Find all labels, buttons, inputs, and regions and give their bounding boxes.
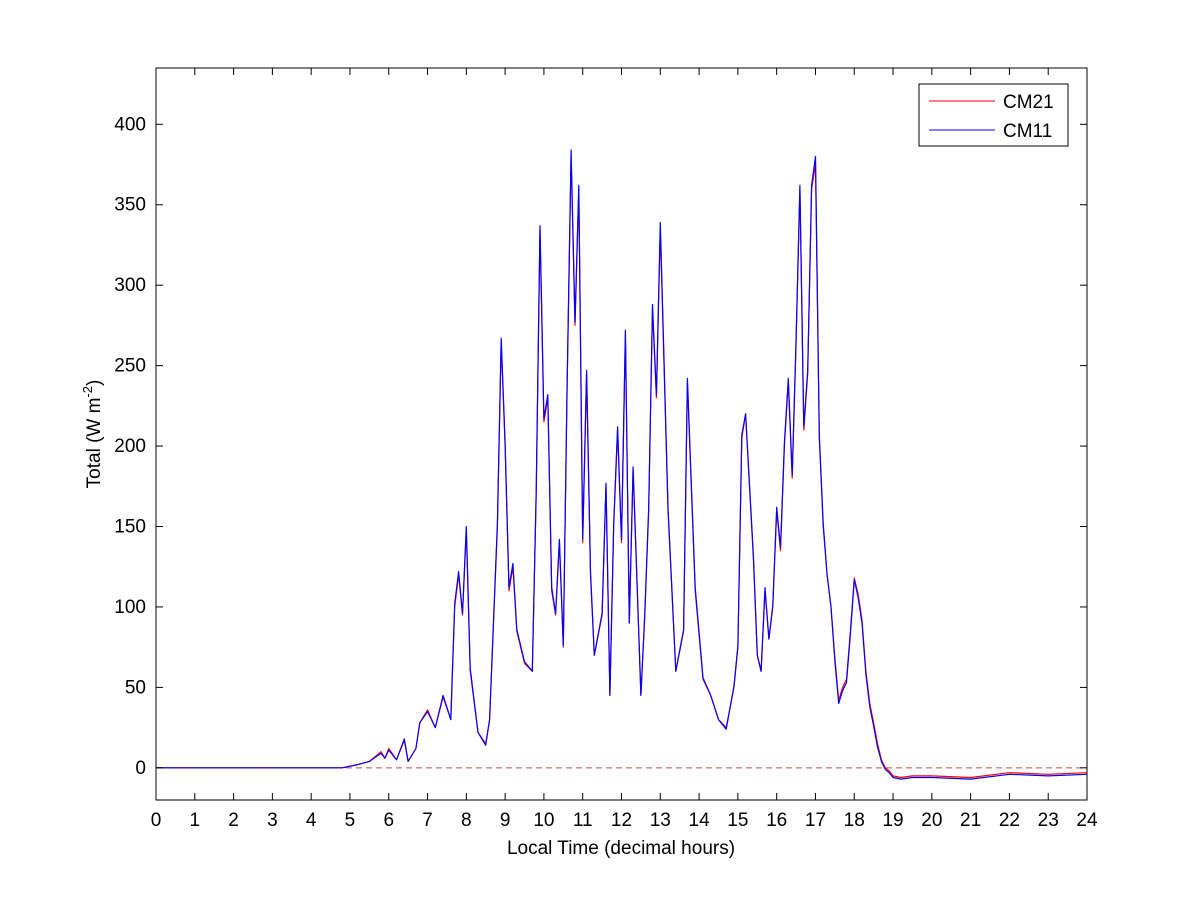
x-tick-label: 24 [1076,810,1098,831]
y-tick-label: 0 [135,758,146,779]
x-axis: 0 1 2 3 4 5 6 7 8 9 10 11 12 13 14 15 16 17 18 19 20 21 22 23 24 [151,68,1098,831]
x-tick-label: 19 [882,810,903,831]
y-axis-label: Total (W m-2) [80,380,105,489]
x-tick-label: 12 [611,810,632,831]
y-tick-label: 300 [114,275,146,296]
x-tick-label: 11 [573,810,593,831]
x-tick-label: 6 [383,810,394,831]
x-tick-label: 13 [650,810,671,831]
x-tick-label: 8 [461,810,472,831]
series-line-cm11 [156,149,1088,780]
y-tick-label: 350 [114,195,146,216]
x-axis-label: Local Time (decimal hours) [507,838,735,859]
x-tick-label: 17 [805,810,826,831]
x-tick-label: 23 [1038,810,1059,831]
x-tick-label: 18 [844,810,865,831]
x-tick-label: 4 [306,810,317,831]
x-tick-label: 0 [151,810,162,831]
x-tick-label: 20 [921,810,942,831]
y-tick-label: 100 [114,597,146,618]
x-tick-label: 16 [766,810,787,831]
x-tick-label: 3 [267,810,278,831]
y-axis: 0 50 100 150 200 250 300 350 400 [114,114,1087,779]
y-axis-label-superscript: -2 [80,386,95,398]
x-tick-label: 14 [689,810,711,831]
y-axis-label-main: Total (W m [84,398,105,489]
y-tick-label: 150 [114,517,146,538]
x-tick-label: 1 [190,810,201,831]
x-tick-label: 15 [727,810,748,831]
x-tick-label: 2 [228,810,239,831]
y-tick-label: 400 [114,114,146,135]
legend-label-cm11: CM11 [1003,121,1052,142]
y-tick-label: 250 [114,356,146,377]
legend: CM21 CM11 [918,83,1069,147]
legend-label-cm21: CM21 [1003,92,1054,113]
x-tick-label: 7 [422,810,433,831]
x-tick-label: 22 [999,810,1020,831]
y-tick-label: 50 [125,677,146,698]
y-axis-label-close: ) [84,380,105,386]
plot-area-frame [155,67,1088,801]
x-tick-label: 9 [500,810,511,831]
legend-box [918,83,1069,147]
x-tick-label: 10 [533,810,554,831]
x-tick-label: 5 [345,810,356,831]
series-layer [156,149,1088,780]
y-tick-label: 200 [114,436,146,457]
x-tick-label: 21 [960,810,981,831]
